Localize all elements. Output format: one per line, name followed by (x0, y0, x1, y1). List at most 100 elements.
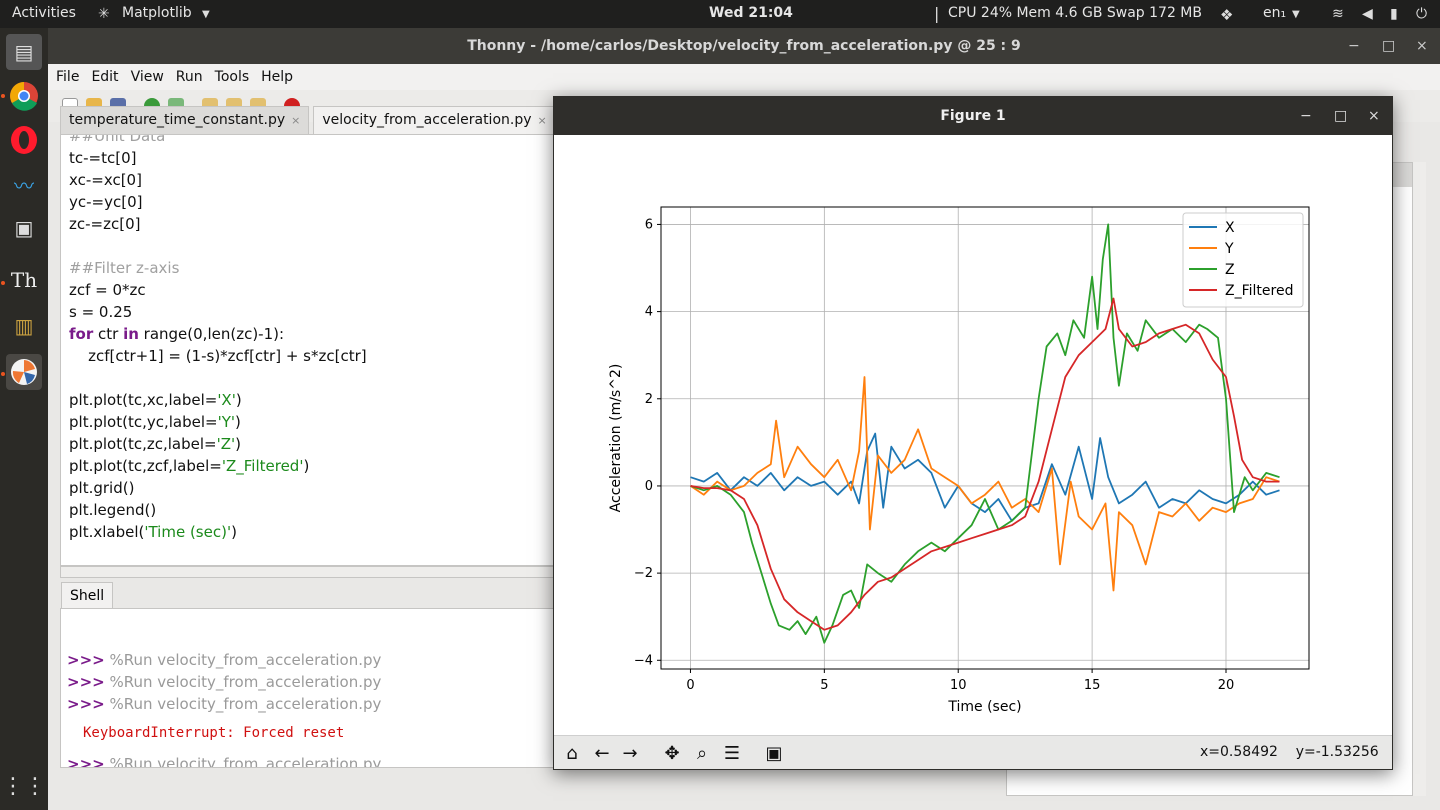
menu-file[interactable]: File (56, 69, 80, 85)
code-text: plt.plot(tc,zcf,label= (69, 457, 222, 475)
editor-horizontal-scrollbar[interactable] (60, 566, 566, 578)
string-literal: 'Z_Filtered' (221, 457, 304, 475)
save-figure-icon[interactable]: ▣ (765, 742, 783, 764)
activities-button[interactable]: Activities (12, 5, 76, 21)
string-literal: 'Time (sec)' (144, 523, 232, 541)
apps-grid-icon[interactable]: ⋮⋮ (2, 773, 46, 799)
top-bar: Activities ✳ Matplotlib ▼ Wed 21:04 | CP… (0, 0, 1440, 28)
legend-box (1182, 212, 1304, 308)
menu-run[interactable]: Run (175, 69, 203, 85)
y-tick-label: 0 (645, 479, 653, 494)
files-icon[interactable]: ▤ (6, 34, 42, 70)
dropbox-icon[interactable]: ❖ (1220, 6, 1234, 24)
code-text: plt.plot(tc,xc,label= (69, 391, 218, 409)
minimize-icon[interactable]: − (1348, 38, 1360, 54)
camera-icon[interactable]: ▣ (14, 216, 34, 240)
thonny-icon[interactable]: Th (10, 268, 38, 292)
code-line: plt.plot(tc,xc,label='X') (69, 389, 242, 411)
volume-icon[interactable]: ◀ (1362, 6, 1373, 22)
figure-toolbar: ⌂ ← → ✥ ⌕ ☰ ▣ x=0.58492 y=-1.53256 (554, 735, 1392, 769)
menu-edit[interactable]: Edit (91, 69, 119, 85)
code-text: plt.plot(tc,zc,label= (69, 435, 217, 453)
shell-prompt: >>> (67, 651, 105, 669)
grid (661, 207, 1309, 669)
close-tab-icon[interactable]: × (537, 114, 547, 127)
menu-help[interactable]: Help (261, 69, 294, 85)
battery-icon[interactable]: ▮ (1390, 6, 1398, 22)
code-line: ##Filter z-axis (69, 259, 180, 277)
x-tick-label: 20 (1218, 678, 1235, 693)
keyboard-language[interactable]: en₁ (1263, 5, 1287, 21)
app-menu[interactable]: Matplotlib (122, 5, 192, 21)
system-monitor[interactable]: CPU 24% Mem 4.6 GB Swap 172 MB (948, 5, 1202, 21)
code-text: ) (235, 435, 241, 453)
home-icon[interactable]: ⌂ (566, 742, 578, 764)
x-tick-label: 10 (950, 678, 967, 693)
code-line: tc-=tc[0] (69, 149, 137, 167)
y-tick-label: 6 (645, 217, 653, 232)
code-line: yc-=yc[0] (69, 193, 143, 211)
configure-subplots-icon[interactable]: ☰ (723, 742, 741, 764)
keyword: for (69, 325, 94, 343)
running-indicator (1, 372, 5, 376)
chevron-down-icon: ▼ (202, 9, 210, 20)
close-tab-icon[interactable]: × (291, 114, 301, 127)
code-line: for ctr in range(0,len(zc)-1): (69, 323, 284, 345)
close-icon[interactable]: × (1416, 38, 1428, 54)
figure-title: Figure 1 (940, 108, 1006, 124)
minimize-icon[interactable]: − (1300, 108, 1312, 124)
maximize-icon[interactable]: □ (1382, 38, 1396, 54)
tab-temperature-time-constant[interactable]: temperature_time_constant.py × (60, 106, 310, 134)
legend-label: Z (1225, 262, 1235, 278)
tab-label: velocity_from_acceleration.py (322, 112, 532, 128)
menu-tools[interactable]: Tools (214, 69, 250, 85)
code-editor[interactable]: ##Unit Data tc-=tc[0] xc-=xc[0] yc-=yc[0… (60, 134, 566, 566)
wifi-icon[interactable]: ≋ (1332, 6, 1344, 22)
dolphin-icon[interactable]: 〰 (14, 173, 34, 198)
close-icon[interactable]: × (1368, 108, 1380, 124)
maximize-icon[interactable]: □ (1334, 108, 1348, 124)
archive-icon[interactable]: ▥ (14, 314, 34, 338)
editor-tabs: temperature_time_constant.py × velocity_f… (60, 106, 560, 134)
matplotlib-icon[interactable] (6, 354, 42, 390)
code-text: ) (235, 391, 242, 409)
back-icon[interactable]: ← (594, 742, 610, 764)
opera-icon[interactable] (6, 122, 42, 158)
shell-line: >>> %Run velocity_from_acceleration.py (67, 649, 381, 671)
code-text: ) (235, 413, 241, 431)
figure-title-bar: Figure 1 − □ × (554, 97, 1392, 135)
shell-prompt: >>> (67, 695, 105, 713)
tab-shell[interactable]: Shell (61, 582, 114, 610)
code-line: plt.plot(tc,zcf,label='Z_Filtered') (69, 455, 309, 477)
separator-icon: | (934, 4, 940, 23)
pan-icon[interactable]: ✥ (664, 742, 680, 764)
series-line-z (690, 223, 1280, 644)
code-line: zc-=zc[0] (69, 215, 141, 233)
shell-prompt: >>> (67, 755, 105, 768)
dock: ▤ 〰 ▣ Th ▥ ⋮⋮ (0, 28, 48, 810)
menu-view[interactable]: View (130, 69, 164, 85)
x-axis-label: Time (sec) (947, 699, 1021, 715)
series-line-z-filtered (690, 297, 1280, 631)
shell-line: >>> %Run velocity_from_acceleration.py (67, 671, 381, 693)
chrome-icon[interactable] (6, 78, 42, 114)
axes-frame (660, 206, 1310, 670)
side-panel-scrollbar[interactable] (1412, 162, 1426, 796)
chevron-down-icon: ▼ (1292, 9, 1300, 20)
chart-canvas[interactable]: 0 5 10 15 20 −4 −2 0 2 4 6 Time (sec) Acceleration… (554, 135, 1392, 735)
legend-label: Z_Filtered (1225, 283, 1293, 299)
forward-icon[interactable]: → (622, 742, 638, 764)
y-tick-label: −2 (634, 566, 653, 581)
tab-velocity-from-acceleration[interactable]: velocity_from_acceleration.py × (313, 106, 556, 134)
code-line: xc-=xc[0] (69, 171, 142, 189)
cursor-coordinates: x=0.58492 y=-1.53256 (1200, 744, 1379, 760)
shell-command: %Run velocity_from_acceleration.py (104, 695, 382, 713)
string-literal: 'Z' (216, 435, 236, 453)
legend: XYZ Z_Filtered (1182, 212, 1304, 308)
power-icon[interactable]: ⏻ (1416, 6, 1428, 22)
shell-line: >>> %Run velocity_from_acceleration.py (67, 693, 381, 715)
clock[interactable]: Wed 21:04 (709, 5, 793, 21)
legend-label: Y (1224, 241, 1234, 257)
shell-command: %Run velocity_from_acceleration.py (104, 673, 382, 691)
zoom-icon[interactable]: ⌕ (696, 742, 708, 764)
